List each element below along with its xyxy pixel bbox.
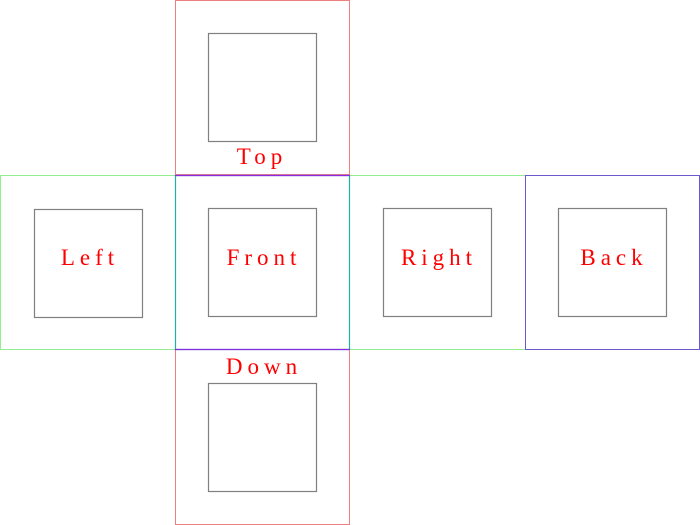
face-front-inner-square xyxy=(207,207,318,318)
face-down-label: Down xyxy=(226,354,302,379)
face-front-label: Front xyxy=(227,245,302,270)
face-down: Down xyxy=(175,349,350,525)
face-top-border xyxy=(175,0,350,175)
face-right: Right xyxy=(349,175,526,350)
face-back: Back xyxy=(525,175,700,350)
face-top-inner-square xyxy=(207,32,318,143)
face-right-label: Right xyxy=(401,245,477,270)
face-left-label: Left xyxy=(61,245,119,270)
face-front: Front xyxy=(174,174,351,351)
face-left-inner-square xyxy=(33,208,144,319)
face-down-inner-square xyxy=(207,382,318,493)
face-right-inner-square xyxy=(382,207,493,318)
face-top: Top xyxy=(175,0,350,175)
face-back-label: Back xyxy=(580,245,647,270)
face-top-label: Top xyxy=(237,144,287,169)
face-back-inner-square xyxy=(557,207,668,318)
face-left: Left xyxy=(0,175,176,350)
